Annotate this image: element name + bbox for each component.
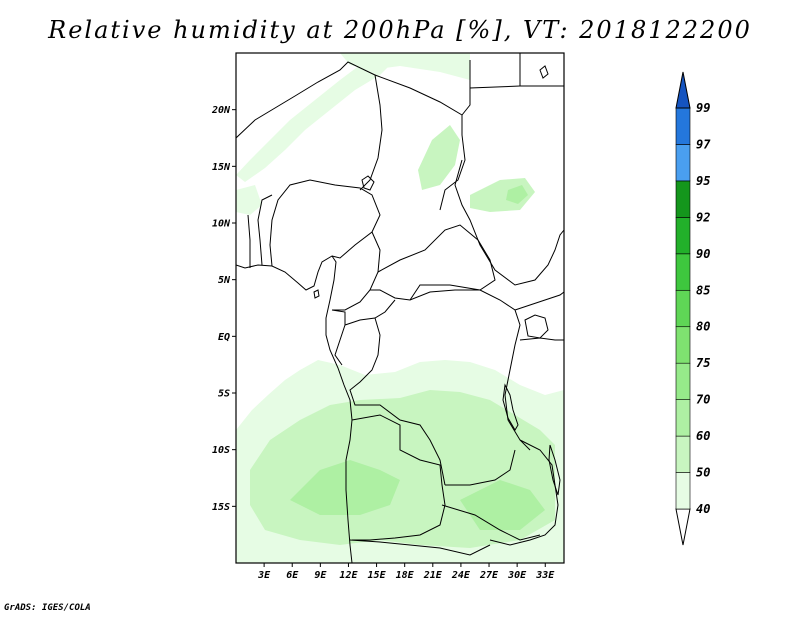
lon-tick-label: 33E — [535, 570, 555, 581]
colorbar-box — [675, 107, 691, 145]
plot-frame — [235, 52, 565, 564]
longitude-axis: 3E 6E 9E 12E 15E 18E 21E 24E 27E 30E 33E — [257, 563, 555, 581]
lat-tick-label: 5N — [218, 275, 231, 286]
border-libya-egypt — [461, 85, 564, 116]
lon-tick-label: 6E — [286, 570, 299, 581]
colorbar-label: 99 — [696, 101, 710, 115]
colorbar-label: 40 — [696, 502, 710, 516]
coastline-west-africa — [236, 255, 353, 563]
lat-tick-label: 10N — [212, 219, 231, 230]
border-gabon-congo — [331, 299, 396, 366]
shade-north-band — [236, 55, 395, 182]
colorbar-label: 80 — [696, 320, 710, 334]
lat-tick-label: 20N — [211, 105, 231, 116]
border-algeria-niger — [374, 74, 466, 211]
border-drc-west — [349, 317, 446, 486]
lon-tick-label: 27E — [479, 570, 499, 581]
lon-tick-label: 30E — [507, 570, 527, 581]
lon-tick-label: 15E — [368, 570, 387, 581]
latitude-axis: 20N 15N 10N 5N EQ 5S 10S 15S — [211, 105, 236, 513]
border-zambia — [441, 449, 541, 541]
lake-chad — [361, 175, 375, 191]
colorbar-box — [675, 362, 691, 400]
lake-tanganyika — [502, 383, 519, 431]
colorbar-box — [675, 180, 691, 218]
colorbar-over-triangle — [675, 71, 691, 109]
lon-tick-label: 12E — [339, 570, 358, 581]
colorbar-label: 85 — [696, 283, 710, 297]
shade-north-top — [340, 53, 470, 80]
humidity-shading — [236, 53, 564, 563]
colorbar-label: 95 — [696, 174, 710, 188]
lake-victoria — [524, 314, 549, 339]
grads-credit: GrADS: IGES/COLA — [4, 603, 91, 613]
lat-tick-label: 10S — [212, 445, 230, 456]
country-borders — [236, 53, 564, 563]
lon-tick-label: 24E — [451, 570, 471, 581]
colorbar-box — [675, 217, 691, 255]
colorbar-box — [675, 399, 691, 437]
lake-malawi — [548, 444, 561, 496]
shade-west-edge — [236, 185, 262, 215]
nile-delta-feature — [539, 65, 549, 79]
border-egypt-sudan — [469, 53, 521, 88]
border-angola — [351, 414, 446, 541]
lon-tick-label: 21E — [423, 570, 443, 581]
colorbar-box — [675, 289, 691, 328]
colorbar-label: 92 — [696, 210, 710, 224]
colorbar-box — [675, 253, 691, 291]
lat-tick-label: EQ — [218, 332, 230, 343]
colorbar: 40 50 60 70 75 80 85 90 92 95 97 99 — [675, 71, 711, 546]
colorbar-label: 70 — [696, 393, 710, 407]
colorbar-box — [675, 144, 691, 182]
border-car — [370, 224, 496, 301]
lat-tick-label: 15S — [212, 502, 230, 513]
lat-tick-label: 5S — [218, 389, 230, 400]
shade-south-dark-2 — [460, 480, 545, 530]
border-tanzania — [489, 439, 559, 546]
border-drc-north — [409, 284, 531, 451]
shade-chad-patch — [418, 125, 460, 190]
border-benin-togo — [247, 194, 273, 268]
border-namibia — [349, 539, 491, 556]
colorbar-box — [675, 472, 691, 510]
colorbar-label: 50 — [696, 466, 710, 480]
lon-tick-label: 9E — [314, 570, 327, 581]
colorbar-label: 97 — [696, 137, 711, 151]
colorbar-under-triangle — [675, 508, 691, 546]
border-uganda-kenya — [514, 291, 564, 341]
map-title: Relative humidity at 200hPa [%], VT: 201… — [48, 16, 752, 44]
colorbar-box — [675, 326, 691, 364]
lat-tick-label: 15N — [212, 162, 231, 173]
lon-tick-label: 18E — [396, 570, 415, 581]
border-chad-sudan — [454, 159, 564, 286]
shade-south-dark — [290, 460, 400, 515]
colorbar-box — [675, 435, 691, 473]
island-bioko — [313, 289, 320, 299]
colorbar-label: 90 — [696, 247, 710, 261]
border-mali-algeria — [236, 61, 383, 191]
colorbar-label: 60 — [696, 429, 710, 443]
border-nigeria — [269, 179, 381, 267]
colorbar-label: 75 — [696, 356, 710, 370]
shade-sudan-core — [506, 185, 528, 204]
lon-tick-label: 3E — [257, 570, 271, 581]
